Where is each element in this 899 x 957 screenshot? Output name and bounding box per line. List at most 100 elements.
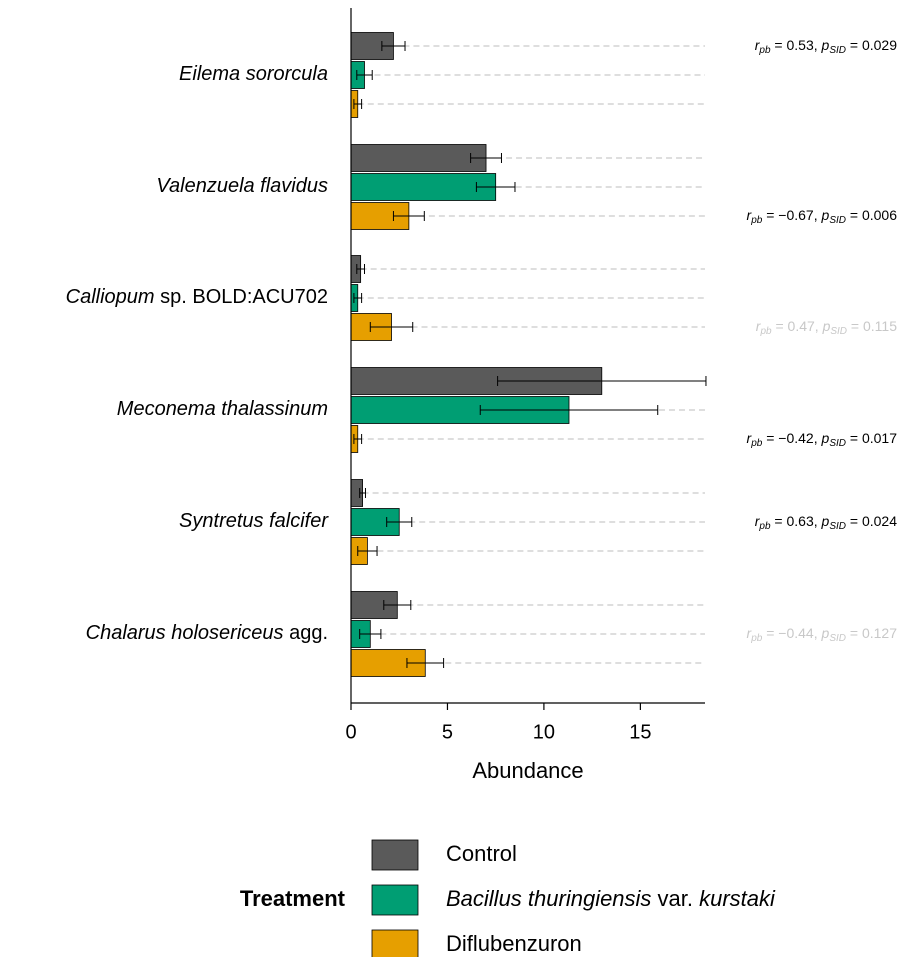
error-bar (470, 153, 502, 163)
annotation-part: SID (829, 438, 846, 449)
annotation-part: , (814, 625, 822, 641)
error-bar (369, 322, 414, 332)
error-bar (353, 434, 363, 444)
legend-label: Bacillus thuringiensis var. kurstaki (446, 886, 776, 911)
annotation-part: SID (829, 521, 846, 532)
category-label-part: Eilema sororcula (179, 63, 328, 85)
error-bar (406, 658, 445, 668)
annotation-part: , (815, 318, 823, 334)
error-bar (479, 405, 659, 415)
legend-label: Diflubenzuron (446, 931, 582, 956)
annotation-part: , (814, 513, 822, 529)
category-label-part: agg. (284, 622, 328, 644)
x-tick-label: 10 (533, 721, 555, 743)
annotation-part: −0.67 (778, 207, 814, 223)
annotation-part: pb (750, 438, 763, 449)
error-bar (356, 264, 366, 274)
annotation-part: SID (829, 633, 846, 644)
annotation-part: r (747, 430, 753, 446)
annotation: rpb = −0.44, pSID = 0.127 (747, 625, 898, 644)
bar (350, 144, 487, 172)
category-label-part: Meconema thalassinum (117, 398, 328, 420)
error-bar (359, 488, 366, 498)
bar (350, 173, 497, 201)
annotation-part: r (755, 513, 761, 529)
annotation-part: p (821, 625, 830, 641)
annotation-part: = (771, 513, 787, 529)
annotation-part: 0.017 (862, 430, 897, 446)
category-label-part: Calliopum (66, 286, 155, 308)
category-label-part: sp. BOLD:ACU702 (155, 286, 328, 308)
annotation-part: −0.44 (778, 625, 814, 641)
legend-label-part: Diflubenzuron (446, 931, 582, 956)
annotation: rpb = 0.47, pSID = 0.115 (756, 318, 897, 337)
annotation-part: = (847, 318, 863, 334)
annotation-part: p (821, 430, 830, 446)
error-bar (497, 376, 707, 386)
annotation-part: SID (829, 215, 846, 226)
annotation-part: SID (829, 45, 846, 56)
annotation-part: p (821, 513, 830, 529)
annotation-part: = (846, 625, 862, 641)
error-bar (392, 211, 425, 221)
annotation-part: 0.006 (862, 207, 897, 223)
x-tick-label: 5 (442, 721, 453, 743)
annotation-part: 0.127 (862, 625, 897, 641)
category-label-part: Chalarus holosericeus (86, 622, 284, 644)
error-bar (381, 41, 406, 51)
legend-title: Treatment (240, 886, 346, 911)
annotation-part: r (747, 207, 753, 223)
annotation: rpb = 0.53, pSID = 0.029 (755, 37, 897, 56)
annotation: rpb = 0.63, pSID = 0.024 (755, 513, 897, 532)
legend-key (371, 929, 419, 957)
category-label: Meconema thalassinum (117, 398, 328, 420)
annotation-part: pb (750, 633, 763, 644)
legend-label-part: Bacillus thuringiensis (446, 886, 651, 911)
annotation-part: 0.63 (786, 513, 813, 529)
annotation-part: r (747, 625, 753, 641)
legend-key (371, 839, 419, 871)
annotation-part: r (755, 37, 761, 53)
annotation-part: 0.029 (862, 37, 897, 53)
annotation-part: = (846, 207, 862, 223)
annotation-part: p (821, 37, 830, 53)
annotation-part: 0.115 (863, 318, 897, 334)
annotation-part: r (756, 318, 762, 334)
legend-label-part: Control (446, 841, 517, 866)
annotation-part: p (822, 318, 831, 334)
error-bar (475, 182, 516, 192)
error-bar (356, 70, 373, 80)
annotation-part: , (814, 207, 822, 223)
annotation-part: pb (758, 521, 771, 532)
annotation-part: = (771, 37, 787, 53)
error-bar (359, 629, 382, 639)
category-label: Valenzuela flavidus (156, 175, 328, 197)
annotation-part: pb (750, 215, 763, 226)
x-tick-label: 0 (345, 721, 356, 743)
annotation-part: −0.42 (778, 430, 814, 446)
error-bar (357, 546, 378, 556)
x-axis-label: Abundance (472, 758, 583, 783)
annotation-part: = (762, 207, 778, 223)
annotation-part: , (814, 430, 822, 446)
error-bar (386, 517, 413, 527)
annotation-part: = (846, 513, 862, 529)
annotation-part: 0.024 (862, 513, 897, 529)
annotation-part: pb (759, 326, 772, 337)
annotation: rpb = −0.67, pSID = 0.006 (747, 207, 898, 226)
category-label-part: Syntretus falcifer (179, 510, 329, 532)
category-label-part: Valenzuela flavidus (156, 175, 328, 197)
category-label: Syntretus falcifer (179, 510, 329, 532)
legend-label-part: var. (651, 886, 699, 911)
category-label: Eilema sororcula (179, 63, 328, 85)
annotation-part: pb (758, 45, 771, 56)
legend-label: Control (446, 841, 517, 866)
legend-label-part: kurstaki (699, 886, 776, 911)
category-label: Calliopum sp. BOLD:ACU702 (66, 286, 328, 308)
annotation-part: = (846, 37, 862, 53)
error-bar (353, 293, 363, 303)
annotation-part: = (762, 625, 778, 641)
annotation-part: 0.53 (786, 37, 813, 53)
error-bar (353, 99, 363, 109)
